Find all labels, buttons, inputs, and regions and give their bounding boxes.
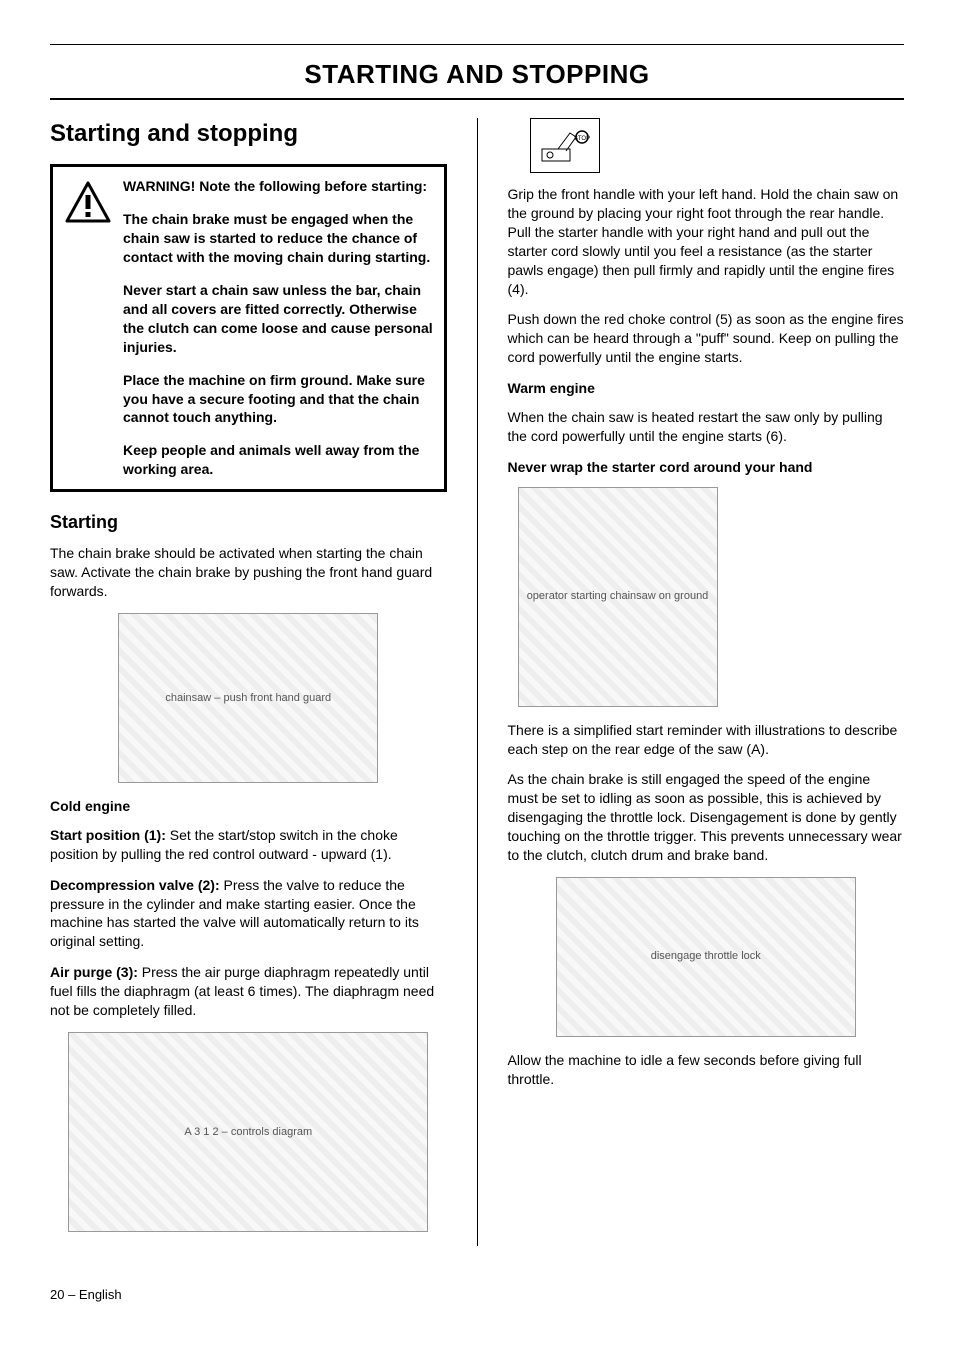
airpurge-label: Air purge (3):: [50, 964, 138, 980]
figure-throttle-disengage: disengage throttle lock: [508, 877, 905, 1037]
left-column: Starting and stopping WARNING! Note the …: [50, 118, 447, 1246]
figure-label: chainsaw – push front hand guard: [119, 614, 377, 782]
idle-para: As the chain brake is still engaged the …: [508, 770, 905, 864]
top-rule: [50, 44, 904, 45]
header-rule: [50, 98, 904, 100]
warning-p4: Keep people and animals well away from t…: [123, 441, 434, 479]
svg-text:STOP: STOP: [573, 136, 589, 142]
column-divider: [477, 118, 478, 1246]
choke-para: Push down the red choke control (5) as s…: [508, 310, 905, 367]
warning-p2: Never start a chain saw unless the bar, …: [123, 281, 434, 357]
starting-heading: Starting: [50, 510, 447, 534]
section-title: Starting and stopping: [50, 118, 447, 150]
figure-chainsaw-brake: chainsaw – push front hand guard: [50, 613, 447, 783]
warning-text: WARNING! Note the following before start…: [123, 177, 434, 479]
start-position-para: Start position (1): Set the start/stop s…: [50, 826, 447, 864]
start-pictogram-box: STOP: [530, 118, 600, 173]
right-column: STOP Grip the front handle with your lef…: [508, 118, 905, 1246]
warning-triangle-icon: [65, 181, 111, 223]
never-wrap-heading: Never wrap the starter cord around your …: [508, 458, 905, 477]
figure-controls: A 3 1 2 – controls diagram: [50, 1032, 447, 1232]
airpurge-para: Air purge (3): Press the air purge diaph…: [50, 963, 447, 1020]
warning-box: WARNING! Note the following before start…: [50, 164, 447, 492]
cold-engine-heading: Cold engine: [50, 797, 447, 816]
figure-label: disengage throttle lock: [557, 878, 855, 1036]
warning-icon-wrap: [53, 177, 123, 479]
decompression-para: Decompression valve (2): Press the valve…: [50, 876, 447, 952]
page-header-title: STARTING AND STOPPING: [50, 57, 904, 92]
starting-intro: The chain brake should be activated when…: [50, 544, 447, 601]
decompression-label: Decompression valve (2):: [50, 877, 220, 893]
grip-para: Grip the front handle with your left han…: [508, 185, 905, 298]
two-column-layout: Starting and stopping WARNING! Note the …: [50, 118, 904, 1246]
figure-label: operator starting chainsaw on ground: [519, 488, 717, 706]
reminder-para: There is a simplified start reminder wit…: [508, 721, 905, 759]
warning-p1: The chain brake must be engaged when the…: [123, 210, 434, 267]
warning-intro: WARNING! Note the following before start…: [123, 177, 434, 196]
figure-label: A 3 1 2 – controls diagram: [69, 1033, 427, 1231]
start-position-label: Start position (1):: [50, 827, 166, 843]
figure-operator-starting: operator starting chainsaw on ground: [518, 487, 905, 707]
warm-engine-heading: Warm engine: [508, 379, 905, 398]
start-pictogram-icon: STOP: [540, 127, 590, 165]
warning-p3: Place the machine on firm ground. Make s…: [123, 371, 434, 428]
allow-idle-para: Allow the machine to idle a few seconds …: [508, 1051, 905, 1089]
warm-engine-text: When the chain saw is heated restart the…: [508, 408, 905, 446]
page-footer: 20 – English: [50, 1286, 904, 1304]
